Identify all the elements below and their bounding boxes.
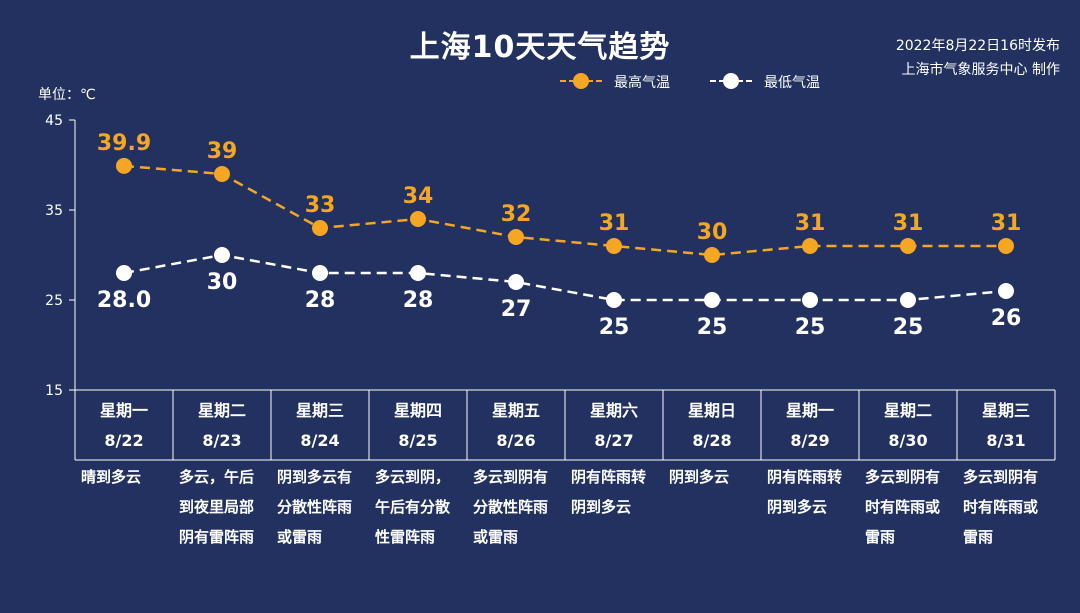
date-label: 8/29 <box>790 431 830 450</box>
low-temp-line <box>123 253 1007 302</box>
legend-low-marker <box>723 73 739 89</box>
weekday-label: 星期四 <box>393 401 442 420</box>
high-temp-label: 34 <box>403 184 434 209</box>
date-label: 8/31 <box>986 431 1026 450</box>
date-label: 8/28 <box>692 431 732 450</box>
weekday-label: 星期一 <box>99 401 148 420</box>
weekday-label: 星期二 <box>197 401 246 420</box>
low-temp-label: 25 <box>599 315 630 340</box>
weekday-label: 星期六 <box>589 401 638 420</box>
low-temp-label: 28 <box>403 288 434 313</box>
date-cell: 星期六 8/27 <box>565 390 663 460</box>
date-label: 8/24 <box>300 431 340 450</box>
low-temp-label: 27 <box>501 297 532 322</box>
date-label: 8/27 <box>594 431 634 450</box>
weather-description: 多云到阴有 分散性阵雨 或雷雨 <box>473 468 549 546</box>
date-label: 8/22 <box>104 431 144 450</box>
legend-high-marker <box>573 73 589 89</box>
low-temp-point <box>998 283 1014 299</box>
low-temp-point <box>410 265 426 281</box>
low-temp-point <box>606 292 622 308</box>
low-temp-point <box>704 292 720 308</box>
low-temp-label: 28 <box>305 288 336 313</box>
high-temp-point <box>606 238 622 254</box>
high-temp-label: 30 <box>697 220 728 245</box>
publish-info: 2022年8月22日16时发布 上海市气象服务中心 制作 <box>896 34 1060 82</box>
high-temp-point <box>998 238 1014 254</box>
weather-description: 晴到多云 <box>81 468 142 486</box>
high-temp-label: 31 <box>599 211 630 236</box>
weekday-label: 星期三 <box>295 401 344 420</box>
high-temp-point <box>704 247 720 263</box>
high-temp-label: 31 <box>991 211 1022 236</box>
low-temp-point <box>802 292 818 308</box>
date-cell: 星期五 8/26 <box>467 390 565 460</box>
high-temp-point <box>214 166 230 182</box>
high-temp-point <box>508 229 524 245</box>
y-tick-label: 35 <box>45 203 63 219</box>
low-temp-label: 25 <box>795 315 826 340</box>
publish-source: 上海市气象服务中心 制作 <box>901 62 1060 78</box>
low-temp-label: 26 <box>991 306 1022 331</box>
date-cell: 星期三 8/31 <box>957 390 1055 460</box>
low-temp-point <box>508 274 524 290</box>
y-tick-label: 45 <box>45 113 63 129</box>
date-label: 8/30 <box>888 431 928 450</box>
high-temp-point <box>312 220 328 236</box>
high-temp-label: 31 <box>795 211 826 236</box>
date-label: 8/23 <box>202 431 242 450</box>
weather-description: 多云，午后 到夜里局部 阴有雷阵雨 <box>179 468 255 546</box>
weather-description: 多云到阴有 时有阵雨或 雷雨 <box>963 468 1039 546</box>
low-temp-point <box>214 247 230 263</box>
y-tick-label: 25 <box>45 293 63 309</box>
date-cell: 星期四 8/25 <box>369 390 467 460</box>
high-temp-point <box>116 157 132 174</box>
low-temp-label: 30 <box>207 270 238 295</box>
weekday-label: 星期五 <box>491 401 540 420</box>
date-label: 8/26 <box>496 431 536 450</box>
weekday-label: 星期三 <box>981 401 1030 420</box>
date-cell: 星期一 8/22 <box>75 390 173 460</box>
high-temp-label: 33 <box>305 193 336 218</box>
legend-high-label: 最高气温 <box>614 75 670 91</box>
weather-description: 阴到多云有 分散性阵雨 或雷雨 <box>277 468 353 546</box>
weather-description: 多云到阴有 时有阵雨或 雷雨 <box>865 468 941 546</box>
high-temp-label: 31 <box>893 211 924 236</box>
weather-description: 阴有阵雨转 阴到多云 <box>571 468 647 516</box>
low-temp-label: 25 <box>893 315 924 340</box>
y-tick-label: 15 <box>45 383 63 399</box>
weekday-label: 星期日 <box>687 401 736 420</box>
low-temp-label: 28.0 <box>97 288 151 313</box>
date-cell: 星期一 8/29 <box>761 390 859 460</box>
high-temp-point <box>410 211 426 227</box>
date-cell: 星期二 8/23 <box>173 390 271 460</box>
legend-low-label: 最低气温 <box>764 75 820 91</box>
weekday-label: 星期一 <box>785 401 834 420</box>
high-temp-label: 39.9 <box>97 131 151 156</box>
low-temp-point <box>116 265 132 281</box>
y-axis-unit: 单位：℃ <box>38 87 96 103</box>
date-cell: 星期三 8/24 <box>271 390 369 460</box>
weather-description: 多云到阴， 午后有分散 性雷阵雨 <box>375 468 451 546</box>
low-temp-label: 25 <box>697 315 728 340</box>
high-temp-label: 32 <box>501 202 532 227</box>
high-temp-label: 39 <box>207 139 238 164</box>
weekday-label: 星期二 <box>883 401 932 420</box>
low-temp-point <box>312 265 328 281</box>
date-cell: 星期二 8/30 <box>859 390 957 460</box>
date-cell: 星期日 8/28 <box>663 390 761 460</box>
weather-description: 阴有阵雨转 阴到多云 <box>767 468 843 516</box>
chart-title: 上海10天天气趋势 <box>409 30 671 65</box>
publish-time: 2022年8月22日16时发布 <box>895 38 1060 54</box>
high-temp-point <box>900 238 916 254</box>
date-label: 8/25 <box>398 431 438 450</box>
high-temp-line <box>123 164 1006 257</box>
low-temp-point <box>900 292 916 308</box>
weather-description: 阴到多云 <box>669 468 730 486</box>
high-temp-point <box>802 238 818 254</box>
